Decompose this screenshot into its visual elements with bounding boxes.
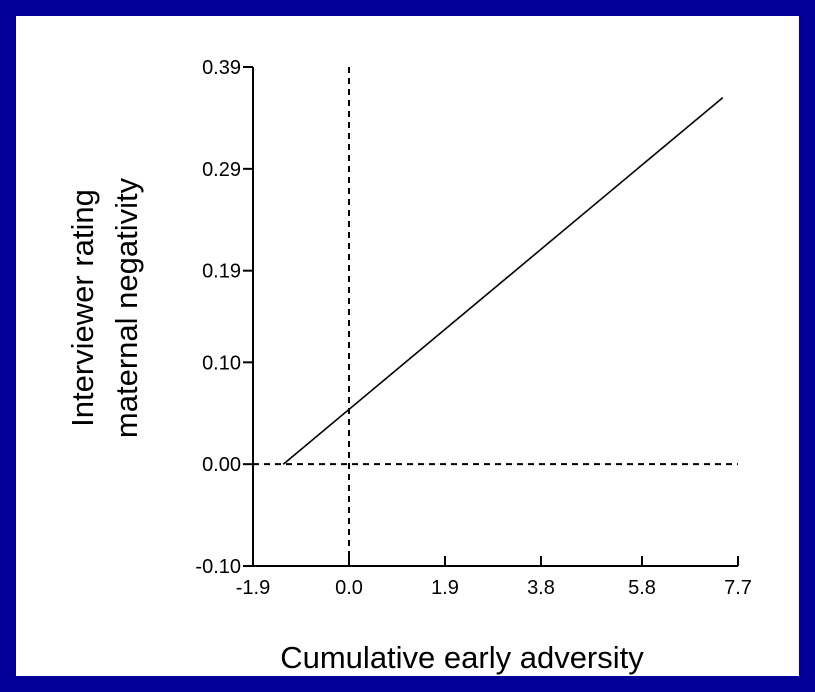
y-tick-label: 0.39 <box>202 57 241 79</box>
y-tick-label: 0.10 <box>202 352 241 374</box>
x-tick-label: 7.7 <box>724 577 752 599</box>
y-tick-label: 0.00 <box>202 454 241 476</box>
x-tick-label: 0.0 <box>335 577 363 599</box>
x-tick-label: 5.8 <box>628 577 656 599</box>
y-tick-label: 0.19 <box>202 261 241 283</box>
y-tick-label: 0.29 <box>202 159 241 181</box>
x-tick-label: 3.8 <box>527 577 555 599</box>
y-tick-label: -0.10 <box>195 556 241 578</box>
x-tick-label: 1.9 <box>431 577 459 599</box>
x-tick-label: -1.9 <box>236 577 270 599</box>
y-axis-ticks: 0.39 0.29 0.19 0.10 0.00 -0.10 <box>195 57 253 578</box>
reference-lines <box>253 67 738 566</box>
x-axis-title: Cumulative early adversity <box>280 640 644 675</box>
series-line <box>282 96 724 465</box>
y-axis-title-line-2: maternal negativity <box>109 177 144 438</box>
y-axis-title-line-1: Interviewer rating <box>65 189 100 427</box>
x-axis-ticks: -1.9 0.0 1.9 3.8 5.8 7.7 <box>236 556 752 599</box>
series-layer <box>282 96 724 465</box>
axes <box>252 67 738 567</box>
